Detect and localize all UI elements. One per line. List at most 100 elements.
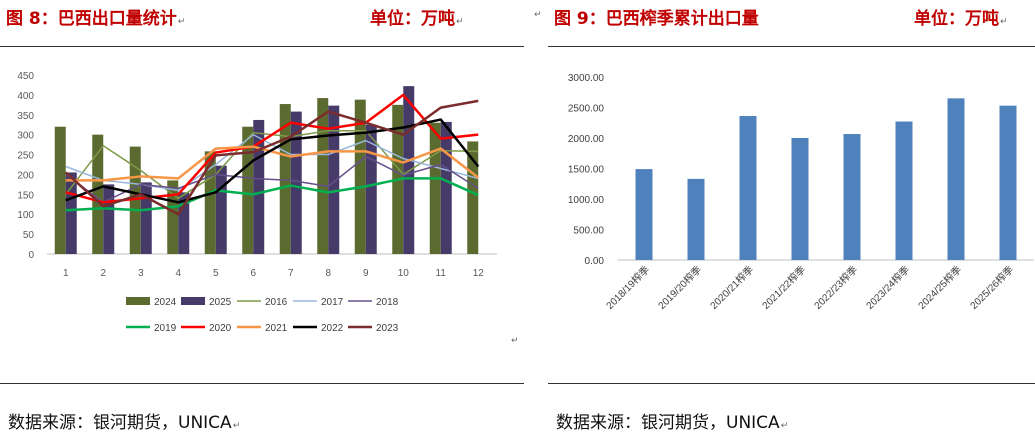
figure-title: 图 8：巴西出口量统计↵ (6, 9, 186, 29)
source-note: 数据来源：银河期货，UNICA↵ (8, 413, 241, 433)
x-tick-label: 2022/23榨季 (811, 263, 860, 312)
y-tick-label: 1500.00 (568, 165, 605, 176)
y-tick-label: 300 (17, 131, 34, 142)
bar-2024 (467, 141, 479, 254)
y-tick-label: 350 (17, 111, 34, 122)
bar-2024 (54, 126, 66, 254)
bar-season (791, 138, 809, 260)
y-tick-label: 3000.00 (568, 73, 605, 84)
x-tick-label: 4 (175, 268, 181, 279)
y-tick-label: 50 (23, 230, 35, 241)
y-tick-label: 0 (28, 250, 34, 261)
panel-brazil-exports: 图 8：巴西出口量统计↵ 单位：万吨↵ 0 50 100 150 200 250 300 35… (0, 9, 524, 433)
bar-season (843, 134, 861, 260)
legend-label: 2019 (154, 323, 177, 334)
bar-2024 (242, 126, 254, 254)
bar-season (739, 116, 757, 260)
series-line-2021 (65, 145, 480, 182)
series-line-2020 (65, 93, 479, 204)
bar-2025 (215, 165, 227, 254)
y-tick-label: 2000.00 (568, 134, 605, 145)
x-tick-label: 12 (473, 268, 485, 279)
bar-season (687, 178, 705, 260)
legend-label: 2017 (321, 297, 344, 308)
unit-label: 单位：万吨↵ (370, 9, 464, 29)
bar-2025 (253, 119, 265, 255)
bottom-rule (0, 383, 524, 384)
legend-label: 2018 (376, 297, 399, 308)
x-tick-label: 2019/20榨季 (655, 263, 704, 312)
bar-2024 (354, 99, 366, 254)
legend-label: 2024 (154, 297, 177, 308)
top-rule (0, 46, 524, 47)
x-tick-label: 11 (436, 268, 447, 279)
y-tick-label: 250 (17, 151, 34, 162)
legend-swatch-2024 (126, 297, 150, 305)
x-tick-label: 2 (100, 268, 106, 279)
bar-2025 (140, 182, 152, 254)
bar-season (895, 121, 913, 260)
x-tick-label: 6 (250, 268, 256, 279)
x-tick-label: 1 (63, 268, 69, 279)
legend-label: 2022 (321, 323, 344, 334)
legend-label: 2023 (376, 323, 399, 334)
x-tick-label: 2021/22榨季 (759, 263, 808, 312)
bar-2024 (92, 134, 104, 254)
bar-2024 (317, 98, 329, 255)
bar-2024 (279, 104, 291, 254)
paragraph-mark: ↵ (511, 336, 519, 346)
bar-2025 (65, 172, 77, 254)
bar-season (999, 105, 1017, 260)
bar-2025 (103, 184, 115, 254)
legend-swatch-2025 (181, 297, 205, 305)
x-tick-label: 2025/26榨季 (967, 263, 1016, 312)
bar-2025 (440, 121, 452, 254)
x-tick-label: 3 (138, 268, 144, 279)
bar-season (947, 98, 965, 260)
season-exports-chart: 0.00 500.00 1000.00 1500.00 2000.00 2500.00 30… (568, 73, 1034, 312)
bottom-rule (548, 383, 1035, 384)
x-tick-label: 2023/24榨季 (863, 263, 912, 312)
bar-2024 (167, 180, 179, 254)
figure-title: 图 9：巴西榨季累计出口量 (554, 9, 759, 29)
series-line-2019 (65, 177, 479, 212)
y-tick-label: 150 (17, 190, 34, 201)
x-tick-label: 2024/25榨季 (915, 263, 964, 312)
x-tick-label: 5 (213, 268, 219, 279)
top-rule (548, 46, 1035, 47)
bar-2024 (204, 151, 216, 254)
y-tick-label: 400 (17, 91, 34, 102)
series-line-2016 (65, 129, 479, 200)
source-note: 数据来源：银河期货，UNICA↵ (556, 413, 789, 433)
legend-label: 2021 (265, 323, 288, 334)
paragraph-mark: ↵ (534, 10, 542, 20)
legend-label: 2025 (209, 297, 232, 308)
series-line-2018 (65, 155, 479, 204)
bar-2024 (129, 146, 141, 254)
y-tick-label: 1000.00 (568, 195, 605, 206)
bar-2025 (365, 124, 377, 254)
legend-label: 2016 (265, 297, 288, 308)
y-tick-label: 100 (17, 210, 34, 221)
series-line-2022 (65, 118, 480, 204)
bar-2025 (178, 192, 190, 254)
bar-2024 (429, 122, 441, 254)
panel-season-exports: ↵ 图 9：巴西榨季累计出口量 单位：万吨↵ 0.00 500.00 1000.00… (534, 0, 1035, 435)
bar-2025 (328, 105, 340, 254)
series-line-2023 (64, 99, 479, 216)
y-tick-label: 450 (17, 71, 34, 82)
y-tick-label: 0.00 (585, 256, 605, 267)
y-tick-label: 2500.00 (568, 104, 605, 115)
x-tick-label: 10 (398, 268, 410, 279)
y-tick-label: 500.00 (573, 226, 604, 237)
x-tick-label: 8 (325, 268, 331, 279)
x-tick-label: 7 (288, 268, 294, 279)
x-tick-label: 2020/21榨季 (707, 263, 756, 312)
legend-label: 2020 (209, 323, 232, 334)
unit-label: 单位：万吨↵ (914, 9, 1008, 29)
x-tick-label: 2018/19榨季 (603, 263, 652, 312)
bar-season (635, 169, 653, 260)
y-tick-label: 200 (17, 170, 34, 181)
bar-2025 (290, 111, 302, 255)
